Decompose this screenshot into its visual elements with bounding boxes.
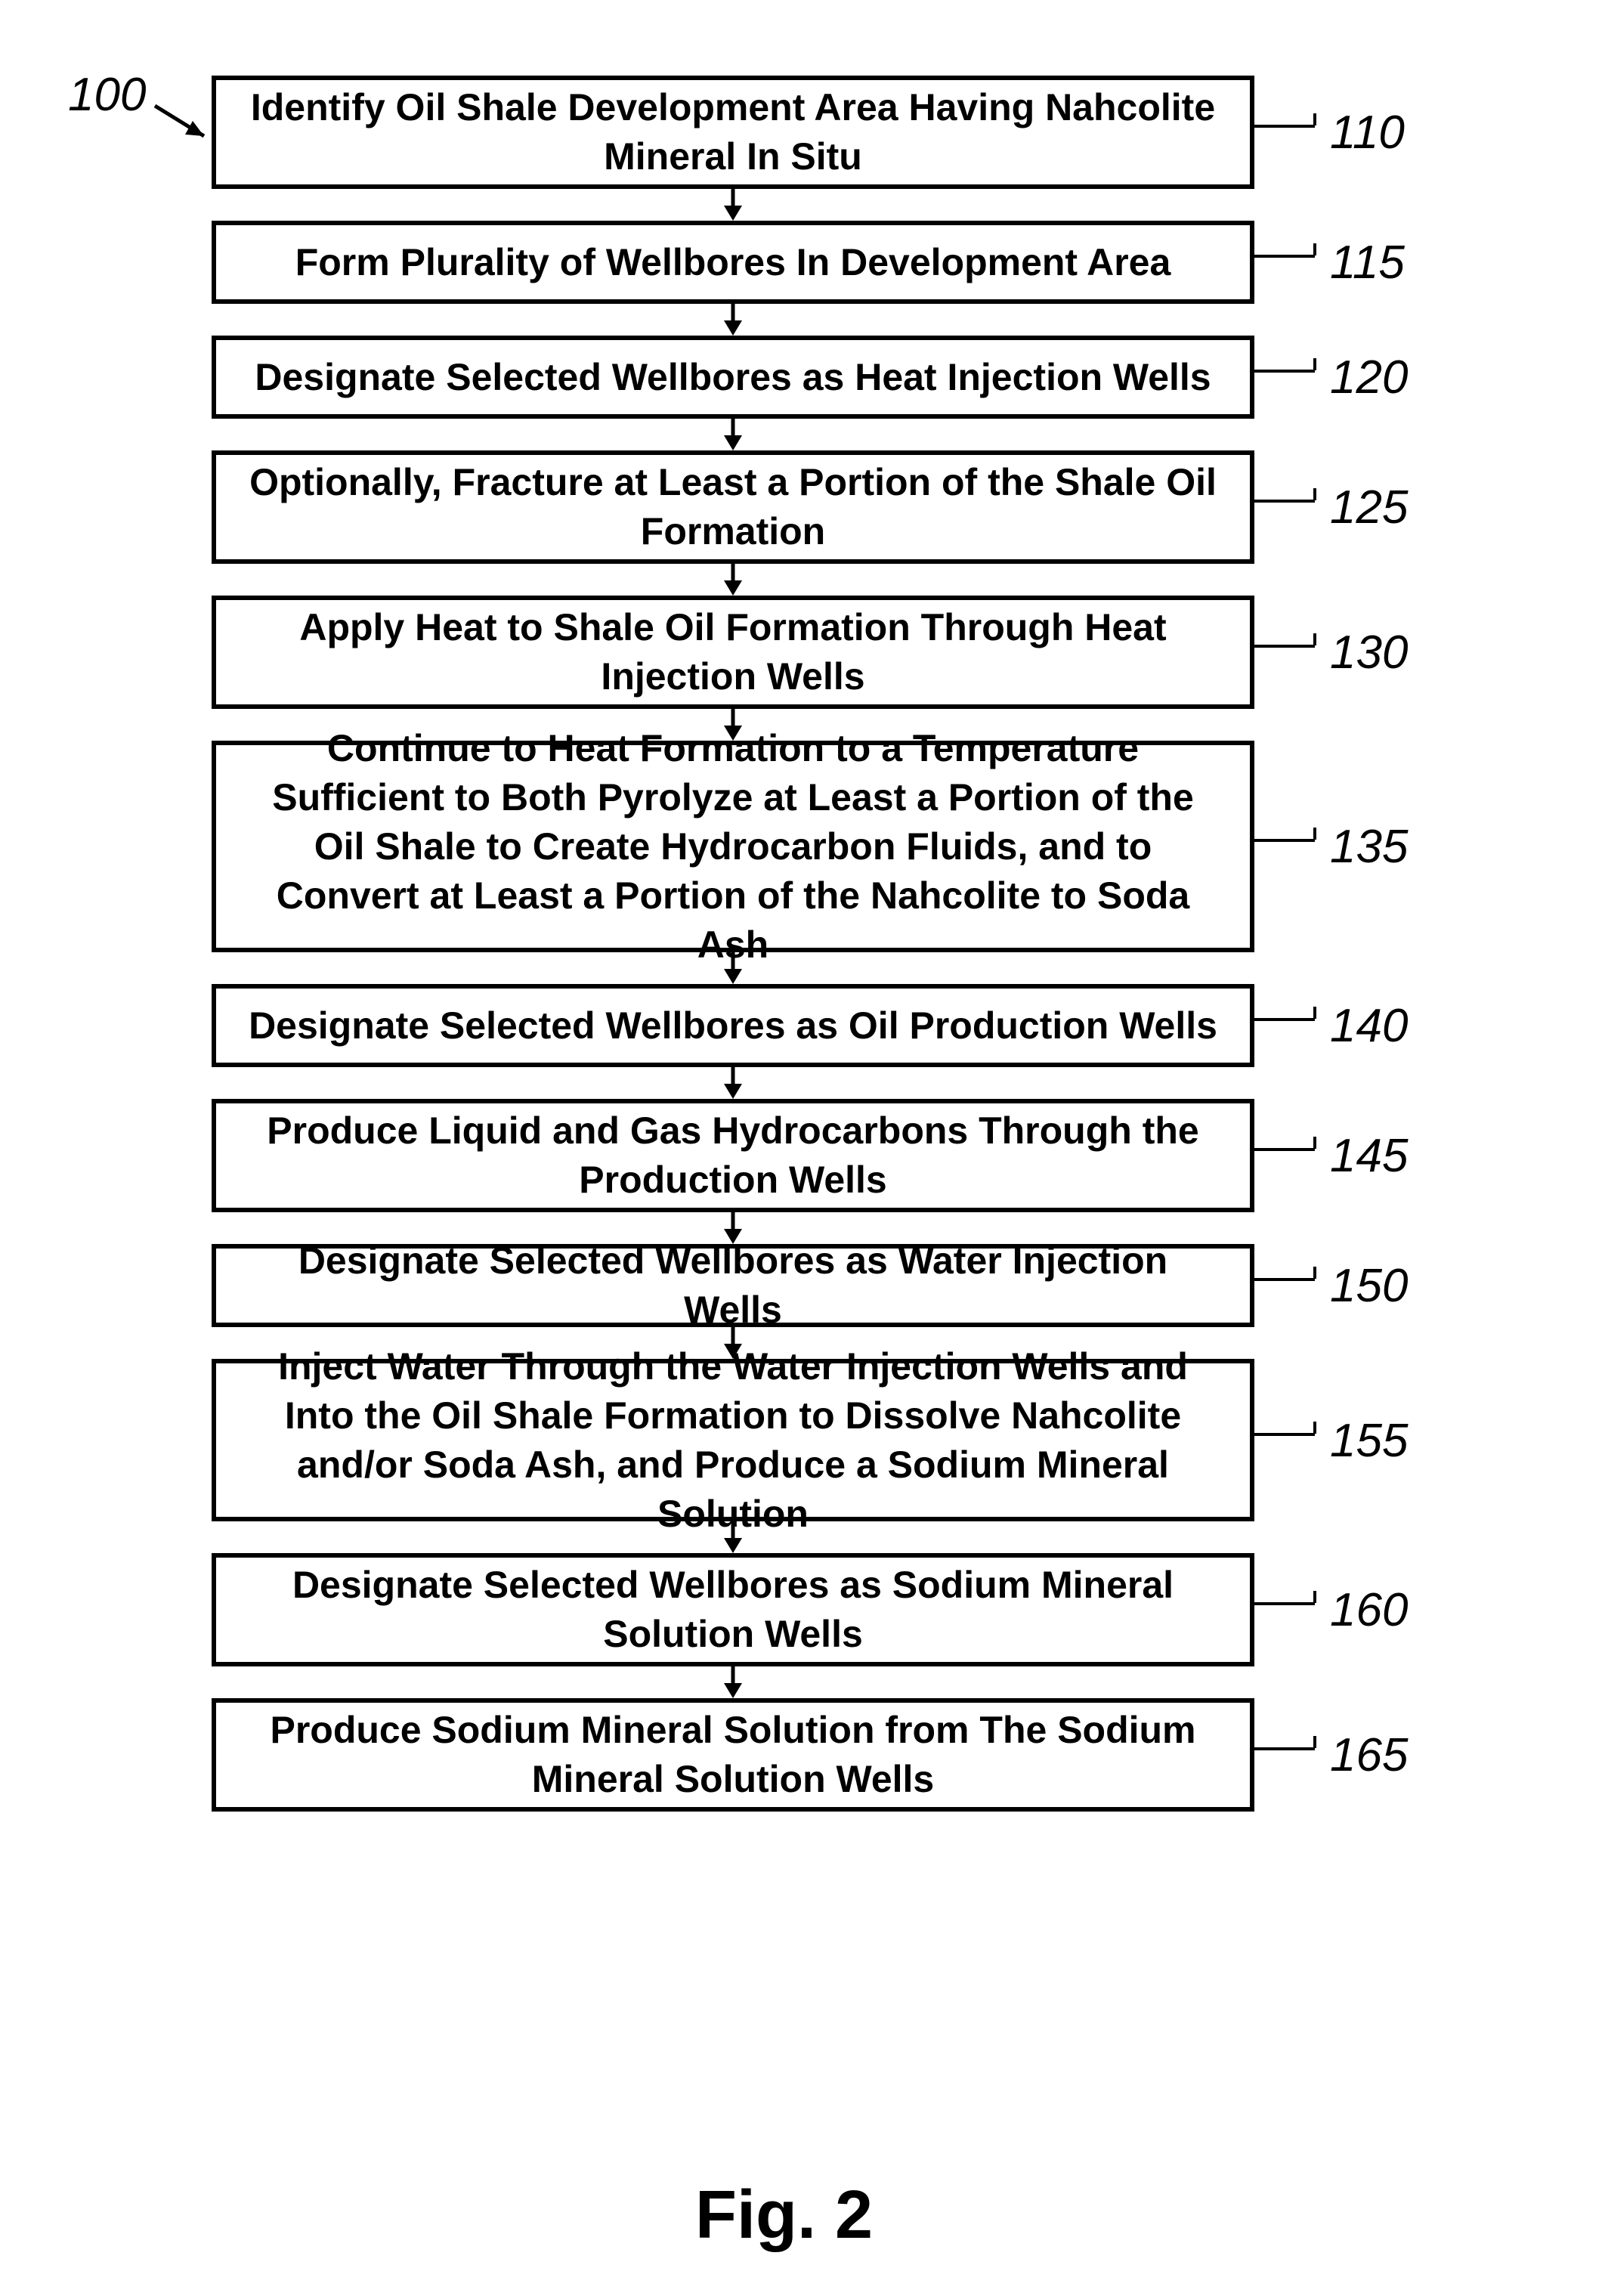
- ref-connector-tick: [1313, 358, 1316, 370]
- flow-step-box: Designate Selected Wellbores as Heat Inj…: [212, 336, 1254, 419]
- flowchart-container: Identify Oil Shale Development Area Havi…: [212, 76, 1254, 1812]
- flow-arrow: [212, 304, 1254, 336]
- figure-label: Fig. 2: [695, 2177, 873, 2254]
- flow-step-box: Form Plurality of Wellbores In Developme…: [212, 221, 1254, 304]
- ref-connector-tick: [1313, 1591, 1316, 1603]
- ref-connector-tick: [1313, 1736, 1316, 1748]
- ref-number-label: 115: [1330, 236, 1405, 289]
- flow-step-text: Designate Selected Wellbores as Water In…: [246, 1236, 1220, 1335]
- flow-step-box: Inject Water Through the Water Injection…: [212, 1359, 1254, 1521]
- flow-step-text: Designate Selected Wellbores as Oil Prod…: [249, 1001, 1217, 1051]
- ref-number-label: 155: [1330, 1414, 1408, 1468]
- flow-arrow: [212, 189, 1254, 221]
- flow-step-text: Designate Selected Wellbores as Heat Inj…: [255, 353, 1211, 402]
- ref-number-label: 140: [1330, 999, 1408, 1053]
- flow-step-box: Designate Selected Wellbores as Water In…: [212, 1244, 1254, 1327]
- flow-step-text: Form Plurality of Wellbores In Developme…: [295, 238, 1171, 287]
- ref-connector-line: [1254, 125, 1315, 128]
- flow-step-text: Inject Water Through the Water Injection…: [246, 1342, 1220, 1539]
- flow-step-box: Designate Selected Wellbores as Oil Prod…: [212, 984, 1254, 1067]
- ref-connector-line: [1254, 1602, 1315, 1605]
- flow-step-box: Identify Oil Shale Development Area Havi…: [212, 76, 1254, 189]
- flow-step-text: Identify Oil Shale Development Area Havi…: [246, 83, 1220, 181]
- ref-connector-tick: [1313, 1137, 1316, 1149]
- ref-connector-tick: [1313, 828, 1316, 840]
- flow-step-text: Produce Sodium Mineral Solution from The…: [246, 1706, 1220, 1804]
- flow-step-text: Optionally, Fracture at Least a Portion …: [246, 458, 1220, 556]
- ref-connector-tick: [1313, 113, 1316, 125]
- flow-step-box: Designate Selected Wellbores as Sodium M…: [212, 1553, 1254, 1666]
- flow-step-box: Apply Heat to Shale Oil Formation Throug…: [212, 596, 1254, 709]
- ref-connector-tick: [1313, 243, 1316, 255]
- ref-connector-tick: [1313, 633, 1316, 645]
- ref-connector-tick: [1313, 1007, 1316, 1019]
- ref-connector-line: [1254, 645, 1315, 648]
- flow-arrow: [212, 1067, 1254, 1099]
- top-ref-label: 100: [68, 68, 146, 122]
- ref-number-label: 120: [1330, 351, 1408, 404]
- ref-number-label: 160: [1330, 1583, 1408, 1637]
- flow-step-box: Optionally, Fracture at Least a Portion …: [212, 450, 1254, 564]
- ref-number-label: 150: [1330, 1259, 1408, 1313]
- flow-step-box: Produce Liquid and Gas Hydrocarbons Thro…: [212, 1099, 1254, 1212]
- flow-step-text: Designate Selected Wellbores as Sodium M…: [246, 1561, 1220, 1659]
- flow-step-text: Produce Liquid and Gas Hydrocarbons Thro…: [246, 1106, 1220, 1205]
- ref-connector-line: [1254, 1747, 1315, 1750]
- ref-connector-line: [1254, 1018, 1315, 1021]
- ref-connector-line: [1254, 839, 1315, 842]
- ref-number-label: 130: [1330, 626, 1408, 679]
- ref-number-label: 145: [1330, 1129, 1408, 1183]
- flow-step-text: Continue to Heat Formation to a Temperat…: [246, 724, 1220, 970]
- ref-connector-line: [1254, 1433, 1315, 1436]
- flow-step-box: Continue to Heat Formation to a Temperat…: [212, 741, 1254, 952]
- ref-number-label: 125: [1330, 481, 1408, 534]
- flow-arrow: [212, 564, 1254, 596]
- ref-connector-line: [1254, 500, 1315, 503]
- ref-connector-tick: [1313, 488, 1316, 500]
- ref-number-label: 135: [1330, 820, 1408, 874]
- ref-connector-line: [1254, 1278, 1315, 1281]
- flow-step-text: Apply Heat to Shale Oil Formation Throug…: [246, 603, 1220, 701]
- ref-connector-line: [1254, 370, 1315, 373]
- ref-connector-line: [1254, 255, 1315, 258]
- ref-connector-tick: [1313, 1267, 1316, 1279]
- ref-connector-tick: [1313, 1422, 1316, 1434]
- flow-step-box: Produce Sodium Mineral Solution from The…: [212, 1698, 1254, 1812]
- top-ref-arrow: [151, 98, 219, 155]
- flow-arrow: [212, 1666, 1254, 1698]
- flow-arrow: [212, 419, 1254, 450]
- ref-number-label: 110: [1330, 106, 1405, 159]
- ref-number-label: 165: [1330, 1728, 1408, 1782]
- ref-connector-line: [1254, 1148, 1315, 1151]
